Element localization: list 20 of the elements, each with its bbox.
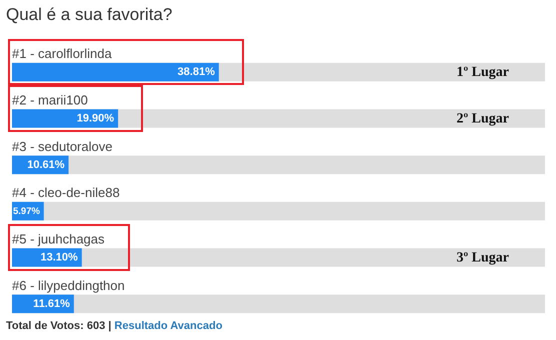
data-label: 10.61% (27, 158, 65, 171)
data-label: 11.61% (33, 298, 70, 310)
y-tick-label: #2 - marii100 (12, 92, 88, 108)
annotation: 3º Lugar (456, 250, 509, 266)
annotation: 1º Lugar (456, 65, 509, 80)
text: Resultado Avancado (114, 320, 222, 332)
data-label: 38.81% (178, 66, 216, 78)
data-label: 5.97% (13, 206, 40, 218)
data-label: 13.10% (40, 252, 78, 264)
chart-title: Qual é a sua favorita? (6, 5, 172, 24)
y-tick-label: #3 - sedutoralove (12, 138, 112, 154)
y-tick-label: #4 - cleo-de-nile88 (12, 185, 120, 200)
data-label: 19.90% (76, 112, 114, 124)
bar (12, 109, 118, 128)
bar (12, 248, 82, 267)
y-tick-label: #6 - lilypeddingthon (12, 278, 125, 293)
y-tick-label: #5 - juuhchagas (12, 232, 106, 246)
y-tick-label: #1 - carolflorlinda (12, 46, 112, 62)
annotation: 2º Lugar (456, 112, 509, 126)
text: Total de Votos: 603 | (6, 320, 112, 332)
